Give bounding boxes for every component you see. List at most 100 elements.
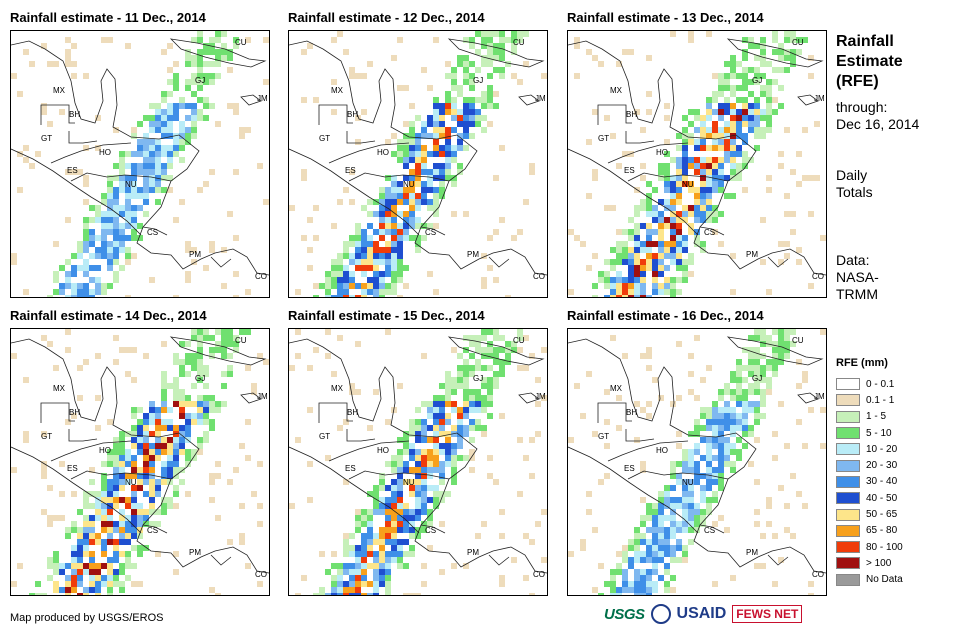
rain-cell bbox=[385, 515, 391, 521]
rain-cell bbox=[385, 569, 391, 575]
rain-cell bbox=[11, 73, 17, 79]
rain-cell bbox=[101, 473, 107, 479]
rain-cell bbox=[706, 365, 712, 371]
rain-cell bbox=[586, 509, 592, 515]
rain-cell bbox=[137, 515, 143, 521]
rain-cell bbox=[736, 127, 742, 133]
rain-cell bbox=[445, 383, 451, 389]
rain-cell bbox=[772, 79, 778, 85]
rain-cell bbox=[724, 103, 730, 109]
rain-cell bbox=[203, 73, 209, 79]
rain-cell bbox=[736, 395, 742, 401]
rain-cell bbox=[445, 389, 451, 395]
rain-cell bbox=[397, 223, 403, 229]
rain-cell bbox=[65, 37, 71, 43]
rain-cell bbox=[421, 473, 427, 479]
country-label-co: CO bbox=[255, 570, 267, 579]
rain-cell bbox=[245, 127, 251, 133]
rain-cell bbox=[736, 115, 742, 121]
rain-cell bbox=[451, 467, 457, 473]
rain-cell bbox=[385, 527, 391, 533]
rain-cell bbox=[185, 371, 191, 377]
rain-cell bbox=[712, 91, 718, 97]
rain-cell bbox=[754, 347, 760, 353]
rain-cell bbox=[409, 455, 415, 461]
rain-cell bbox=[457, 377, 463, 383]
rain-cell bbox=[706, 109, 712, 115]
rain-cell bbox=[197, 407, 203, 413]
rain-cell bbox=[766, 497, 772, 503]
sidebar-title-line1: Rainfall bbox=[836, 33, 894, 50]
rain-cell bbox=[784, 31, 790, 37]
rain-cell bbox=[760, 335, 766, 341]
country-label-bh: BH bbox=[69, 408, 80, 417]
rain-cell bbox=[113, 467, 119, 473]
rain-cell bbox=[760, 353, 766, 359]
rain-cell bbox=[664, 527, 670, 533]
rain-cell bbox=[652, 521, 658, 527]
rain-cell bbox=[409, 467, 415, 473]
rain-cell bbox=[646, 109, 652, 115]
rain-cell bbox=[433, 121, 439, 127]
rain-cell bbox=[215, 401, 221, 407]
rain-cell bbox=[337, 425, 343, 431]
rain-cell bbox=[391, 455, 397, 461]
rain-cell bbox=[331, 371, 337, 377]
rain-cell bbox=[149, 121, 155, 127]
rain-cell bbox=[652, 277, 658, 283]
rain-cell bbox=[790, 329, 796, 335]
rain-cell bbox=[688, 461, 694, 467]
rain-cell bbox=[604, 295, 610, 297]
rain-cell bbox=[197, 31, 203, 37]
country-border bbox=[488, 256, 510, 268]
rain-cell bbox=[724, 151, 730, 157]
rain-cell bbox=[604, 581, 610, 587]
rain-cell bbox=[379, 509, 385, 515]
rain-cell bbox=[628, 253, 634, 259]
rain-cell bbox=[119, 551, 125, 557]
rain-cell bbox=[688, 503, 694, 509]
rain-cell bbox=[131, 175, 137, 181]
rain-cell bbox=[191, 133, 197, 139]
rain-cell bbox=[439, 121, 445, 127]
rain-cell bbox=[427, 85, 433, 91]
rain-cell bbox=[652, 241, 658, 247]
rain-cell bbox=[772, 431, 778, 437]
rain-cell bbox=[77, 545, 83, 551]
rain-cell bbox=[209, 61, 215, 67]
rain-cell bbox=[173, 145, 179, 151]
rain-cell bbox=[475, 359, 481, 365]
rain-cell bbox=[463, 55, 469, 61]
rain-cell bbox=[439, 479, 445, 485]
rain-cell bbox=[439, 425, 445, 431]
rain-cell bbox=[227, 67, 233, 73]
rain-cell bbox=[143, 139, 149, 145]
rain-cell bbox=[670, 497, 676, 503]
rain-cell bbox=[11, 353, 17, 359]
rain-cell bbox=[325, 271, 331, 277]
rain-cell bbox=[385, 223, 391, 229]
rain-cell bbox=[616, 283, 622, 289]
rain-cell bbox=[475, 365, 481, 371]
country-label-gt: GT bbox=[41, 432, 52, 441]
rain-cell bbox=[439, 383, 445, 389]
country-label-es: ES bbox=[67, 166, 78, 175]
rain-cell bbox=[760, 73, 766, 79]
rain-cell bbox=[65, 593, 71, 595]
country-label-ho: HO bbox=[99, 148, 111, 157]
rain-cell bbox=[367, 545, 373, 551]
rain-cell bbox=[337, 265, 343, 271]
rain-cell bbox=[107, 419, 113, 425]
rain-cell bbox=[197, 79, 203, 85]
rain-cell bbox=[403, 551, 409, 557]
rain-cell bbox=[748, 127, 754, 133]
rain-cell bbox=[209, 407, 215, 413]
rain-cell bbox=[493, 91, 499, 97]
country-label-nu: NU bbox=[125, 180, 137, 189]
rain-cell bbox=[391, 205, 397, 211]
rain-cell bbox=[445, 73, 451, 79]
rain-cell bbox=[475, 335, 481, 341]
rain-cell bbox=[239, 133, 245, 139]
rain-cell bbox=[427, 425, 433, 431]
rain-cell bbox=[161, 497, 167, 503]
